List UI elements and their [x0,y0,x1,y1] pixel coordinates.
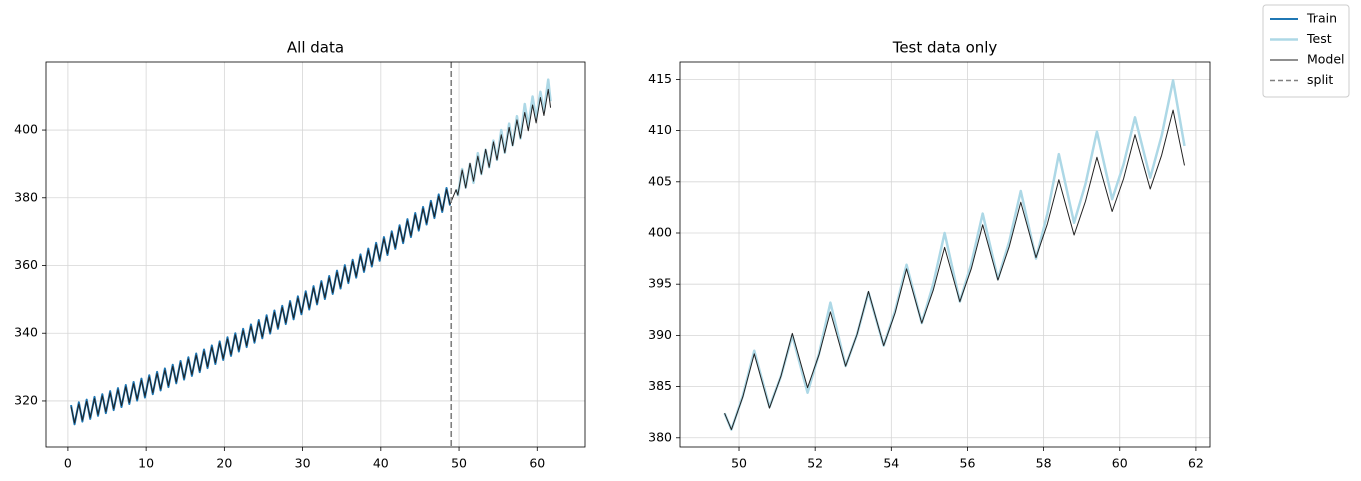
x-tick-label: 40 [373,456,389,471]
x-tick-label: 54 [883,456,899,471]
legend-label: split [1307,72,1333,87]
legend-label: Model [1307,52,1345,67]
x-tick-label: 60 [1112,456,1128,471]
x-tick-label: 52 [807,456,823,471]
y-tick-label: 320 [14,392,38,407]
y-tick-label: 405 [648,173,672,188]
x-tick-label: 50 [731,456,747,471]
series-line [724,109,1185,431]
series-line [70,186,452,426]
axes-frame [679,61,1211,448]
y-tick-label: 410 [648,122,672,137]
x-tick-label: 58 [1036,456,1052,471]
series-line [454,78,552,197]
legend-frame [1262,4,1350,98]
x-tick-label: 0 [64,456,72,471]
y-tick-label: 380 [14,189,38,204]
y-tick-label: 390 [648,327,672,342]
legend-label: Test [1306,31,1332,46]
y-tick-label: 360 [14,257,38,272]
y-tick-label: 415 [648,71,672,86]
chart-title: Test data only [892,39,998,57]
x-tick-label: 10 [138,456,154,471]
legend-label: Train [1306,11,1337,26]
x-tick-label: 50 [451,456,467,471]
series-line [70,88,552,424]
y-tick-label: 395 [648,276,672,291]
axes-frame [45,61,586,448]
y-tick-label: 380 [648,429,672,444]
y-tick-label: 400 [14,122,38,137]
y-tick-label: 385 [648,378,672,393]
series-line [723,79,1186,431]
x-tick-label: 60 [529,456,545,471]
y-tick-label: 400 [648,224,672,239]
legend: Train Test Model split [1262,4,1350,98]
x-tick-label: 62 [1188,456,1204,471]
x-tick-label: 20 [216,456,232,471]
x-tick-label: 30 [295,456,311,471]
chart-title: All data [287,39,344,57]
x-tick-label: 56 [960,456,976,471]
y-tick-label: 340 [14,325,38,340]
